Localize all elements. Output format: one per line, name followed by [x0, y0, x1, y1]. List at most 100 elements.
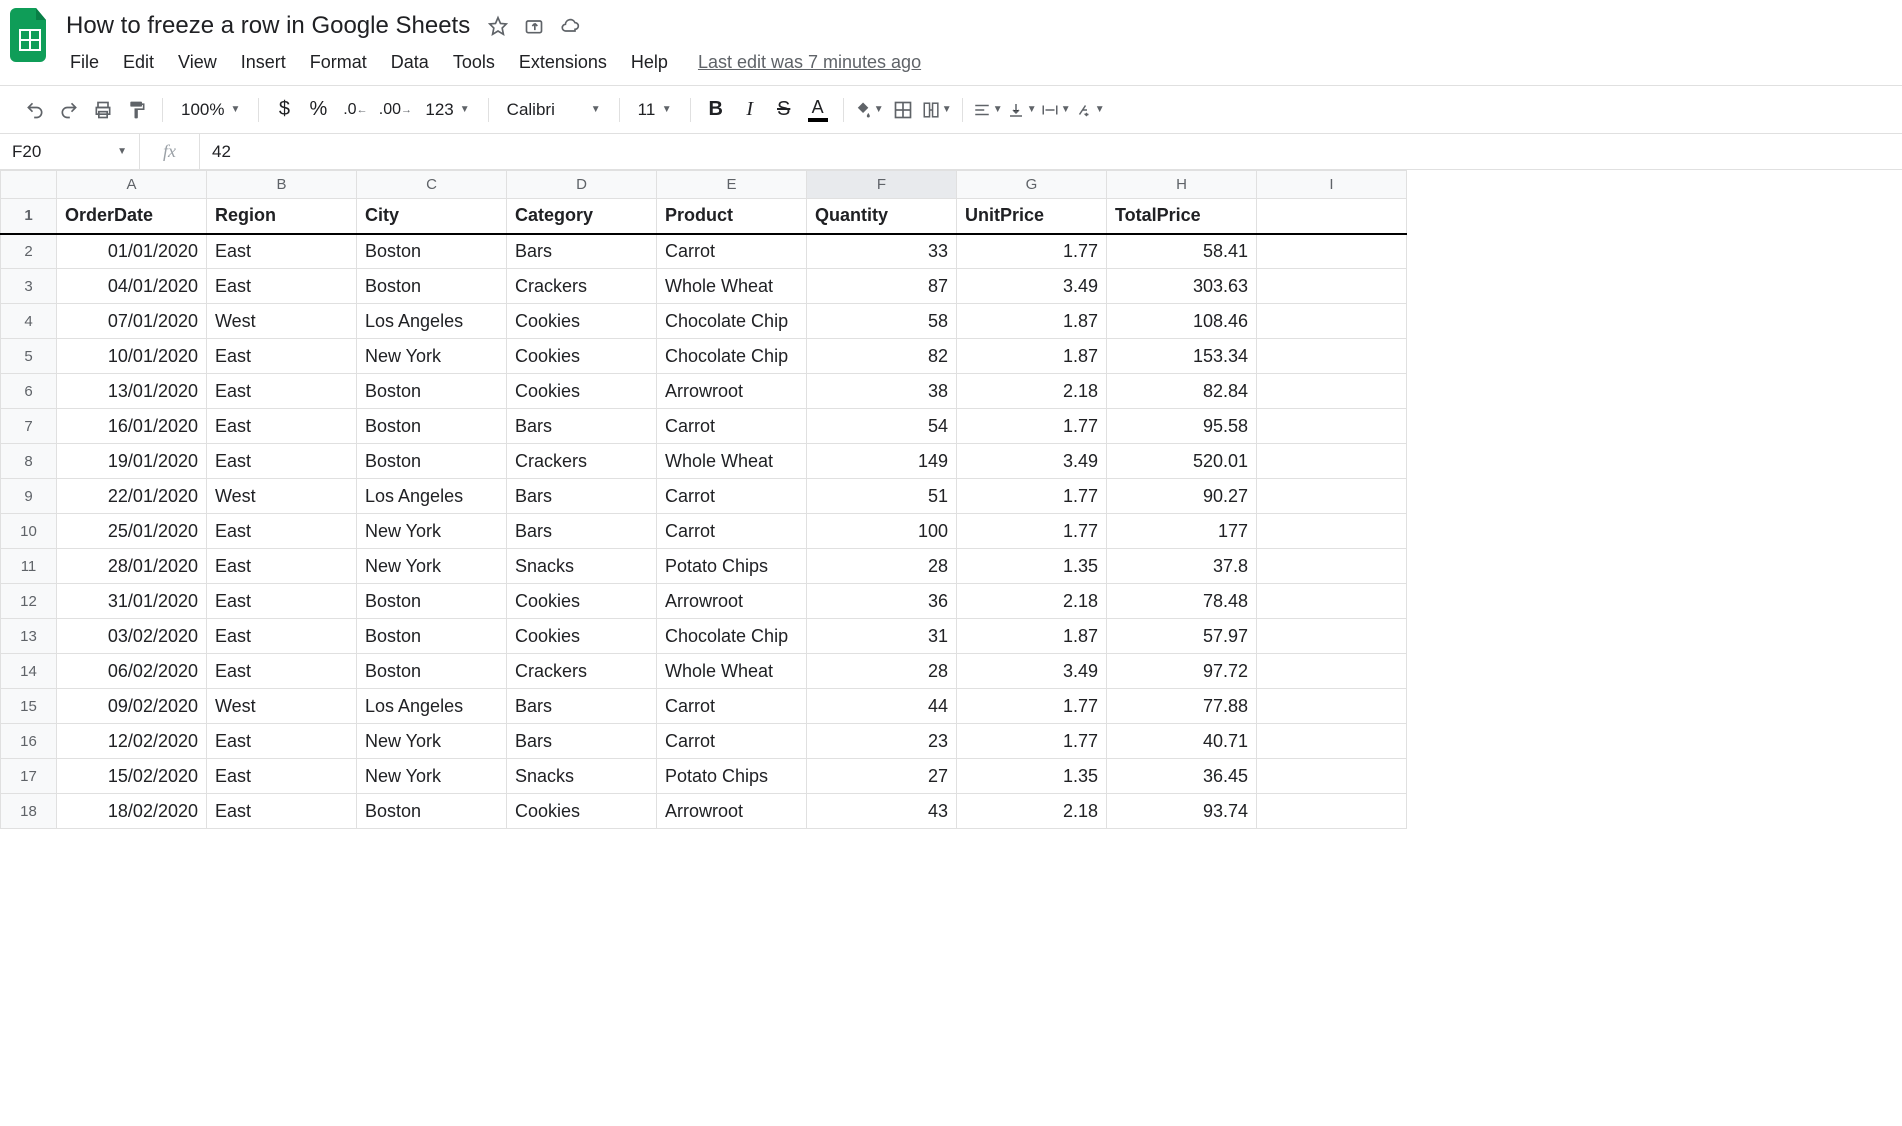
cell[interactable]: 90.27 [1107, 479, 1257, 514]
column-header-A[interactable]: A [57, 171, 207, 199]
cell[interactable] [1257, 549, 1407, 584]
increase-decimal-button[interactable]: .00→ [377, 95, 413, 125]
cell[interactable]: Snacks [507, 549, 657, 584]
cell[interactable]: Bars [507, 514, 657, 549]
cell[interactable]: Crackers [507, 654, 657, 689]
column-header-F[interactable]: F [807, 171, 957, 199]
percent-button[interactable]: % [303, 95, 333, 125]
menu-edit[interactable]: Edit [113, 48, 164, 77]
cell[interactable]: 25/01/2020 [57, 514, 207, 549]
cell[interactable]: 23 [807, 724, 957, 759]
document-title[interactable]: How to freeze a row in Google Sheets [60, 10, 476, 42]
cell[interactable]: Boston [357, 234, 507, 269]
cell[interactable]: 1.77 [957, 724, 1107, 759]
header-cell[interactable]: Category [507, 199, 657, 234]
menu-tools[interactable]: Tools [443, 48, 505, 77]
cell[interactable]: Cookies [507, 794, 657, 829]
redo-button[interactable] [54, 95, 84, 125]
cell[interactable]: 31/01/2020 [57, 584, 207, 619]
cell[interactable] [1257, 619, 1407, 654]
cell[interactable]: Chocolate Chip [657, 304, 807, 339]
cell[interactable]: Boston [357, 269, 507, 304]
cell[interactable]: Bars [507, 724, 657, 759]
header-cell[interactable]: TotalPrice [1107, 199, 1257, 234]
cell[interactable]: 3.49 [957, 444, 1107, 479]
currency-button[interactable]: $ [269, 95, 299, 125]
cell[interactable]: 07/01/2020 [57, 304, 207, 339]
cell[interactable]: Los Angeles [357, 304, 507, 339]
cell[interactable]: 40.71 [1107, 724, 1257, 759]
cell[interactable] [1257, 689, 1407, 724]
cell[interactable] [1257, 269, 1407, 304]
menu-data[interactable]: Data [381, 48, 439, 77]
cell[interactable]: 82.84 [1107, 374, 1257, 409]
cell[interactable]: 31 [807, 619, 957, 654]
cell[interactable] [1257, 759, 1407, 794]
cell[interactable]: East [207, 549, 357, 584]
row-header[interactable]: 4 [1, 304, 57, 339]
row-header[interactable]: 6 [1, 374, 57, 409]
cell[interactable]: 1.77 [957, 479, 1107, 514]
header-cell[interactable]: Product [657, 199, 807, 234]
cell[interactable]: Bars [507, 689, 657, 724]
cell[interactable]: 54 [807, 409, 957, 444]
menu-insert[interactable]: Insert [231, 48, 296, 77]
decrease-decimal-button[interactable]: .0← [337, 95, 373, 125]
cell[interactable]: East [207, 759, 357, 794]
text-wrap-button[interactable]: ▼ [1041, 95, 1071, 125]
menu-extensions[interactable]: Extensions [509, 48, 617, 77]
cell[interactable]: Carrot [657, 409, 807, 444]
cell[interactable]: 82 [807, 339, 957, 374]
cell[interactable]: West [207, 304, 357, 339]
header-cell[interactable]: OrderDate [57, 199, 207, 234]
cell[interactable]: East [207, 724, 357, 759]
cell[interactable] [1257, 654, 1407, 689]
cell[interactable]: Snacks [507, 759, 657, 794]
italic-button[interactable]: I [735, 95, 765, 125]
cell[interactable]: Boston [357, 409, 507, 444]
cell[interactable]: Boston [357, 584, 507, 619]
cell[interactable]: Arrowroot [657, 584, 807, 619]
row-header[interactable]: 3 [1, 269, 57, 304]
column-header-C[interactable]: C [357, 171, 507, 199]
row-header[interactable]: 13 [1, 619, 57, 654]
cell[interactable]: East [207, 269, 357, 304]
cell[interactable]: Bars [507, 479, 657, 514]
cell[interactable]: Boston [357, 374, 507, 409]
strikethrough-button[interactable]: S [769, 95, 799, 125]
cell[interactable]: Carrot [657, 479, 807, 514]
cell[interactable]: 3.49 [957, 654, 1107, 689]
cell[interactable]: 177 [1107, 514, 1257, 549]
cell[interactable]: 58 [807, 304, 957, 339]
row-header[interactable]: 15 [1, 689, 57, 724]
cell[interactable]: Cookies [507, 374, 657, 409]
cloud-icon[interactable] [560, 16, 580, 36]
text-rotation-button[interactable]: ▼ [1075, 95, 1105, 125]
cell[interactable]: 19/01/2020 [57, 444, 207, 479]
cell[interactable]: 77.88 [1107, 689, 1257, 724]
menu-view[interactable]: View [168, 48, 227, 77]
column-header-H[interactable]: H [1107, 171, 1257, 199]
cell[interactable]: Arrowroot [657, 374, 807, 409]
cell[interactable]: 57.97 [1107, 619, 1257, 654]
cell[interactable] [1257, 409, 1407, 444]
cell[interactable]: 1.35 [957, 549, 1107, 584]
cell[interactable]: Arrowroot [657, 794, 807, 829]
cell[interactable]: 37.8 [1107, 549, 1257, 584]
cell[interactable]: 1.77 [957, 409, 1107, 444]
row-header[interactable]: 14 [1, 654, 57, 689]
column-header-G[interactable]: G [957, 171, 1107, 199]
cell[interactable]: 95.58 [1107, 409, 1257, 444]
cell[interactable]: 3.49 [957, 269, 1107, 304]
paint-format-button[interactable] [122, 95, 152, 125]
cell[interactable]: Potato Chips [657, 549, 807, 584]
cell[interactable]: 36 [807, 584, 957, 619]
header-cell[interactable]: City [357, 199, 507, 234]
cell[interactable]: East [207, 584, 357, 619]
cell[interactable]: 1.87 [957, 339, 1107, 374]
cell[interactable]: West [207, 479, 357, 514]
sheets-logo[interactable] [10, 8, 50, 62]
last-edit-link[interactable]: Last edit was 7 minutes ago [698, 52, 921, 73]
cell[interactable]: 51 [807, 479, 957, 514]
cell[interactable]: 108.46 [1107, 304, 1257, 339]
